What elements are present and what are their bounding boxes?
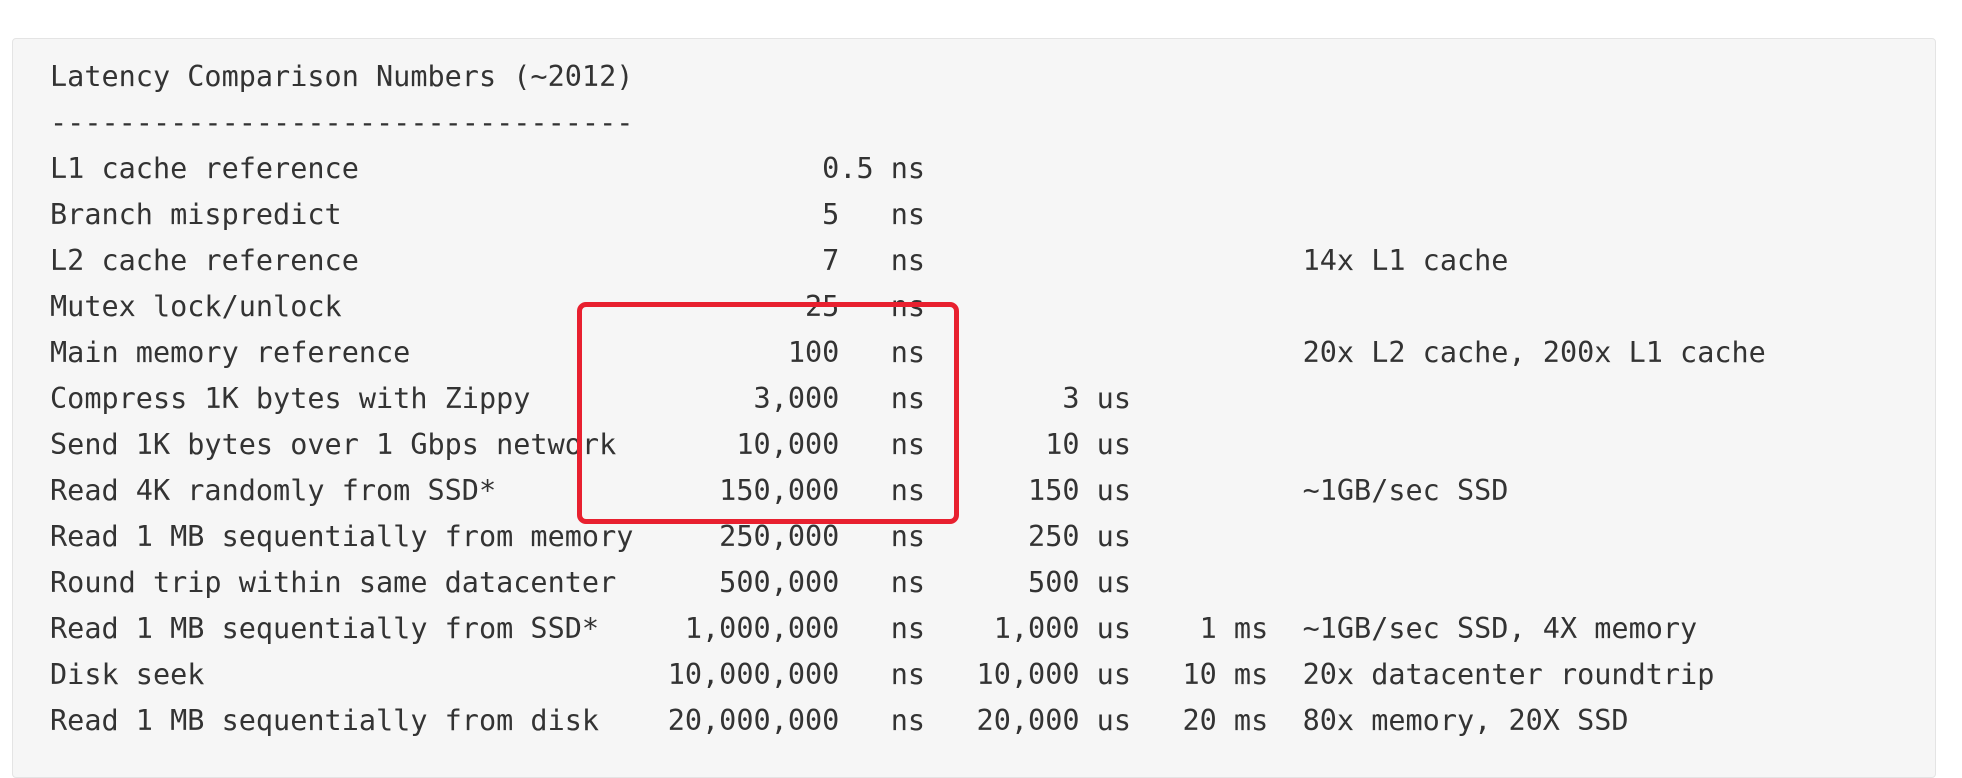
code-line: L1 cache reference 0.5 ns	[50, 152, 926, 185]
code-line: Main memory reference 100 ns 20x L2 cach…	[50, 336, 1766, 369]
code-line: Round trip within same datacenter 500,00…	[50, 566, 1131, 599]
code-line: Disk seek 10,000,000 ns 10,000 us 10 ms …	[50, 658, 1715, 691]
code-line: Compress 1K bytes with Zippy 3,000 ns 3 …	[50, 382, 1131, 415]
code-line: Read 1 MB sequentially from SSD* 1,000,0…	[50, 612, 1698, 645]
code-line: Read 4K randomly from SSD* 150,000 ns 15…	[50, 474, 1509, 507]
code-line: Read 1 MB sequentially from memory 250,0…	[50, 520, 1131, 553]
code-line: Branch mispredict 5 ns	[50, 198, 926, 231]
code-line: L2 cache reference 7 ns 14x L1 cache	[50, 244, 1509, 277]
code-line-separator: ----------------------------------	[50, 106, 634, 139]
highlight-annotation-box	[577, 302, 959, 524]
code-line-title: Latency Comparison Numbers (~2012)	[50, 60, 634, 93]
code-block: Latency Comparison Numbers (~2012) -----…	[12, 38, 1936, 778]
code-line: Read 1 MB sequentially from disk 20,000,…	[50, 704, 1629, 737]
code-line: Send 1K bytes over 1 Gbps network 10,000…	[50, 428, 1131, 461]
code-line: Mutex lock/unlock 25 ns	[50, 290, 926, 323]
